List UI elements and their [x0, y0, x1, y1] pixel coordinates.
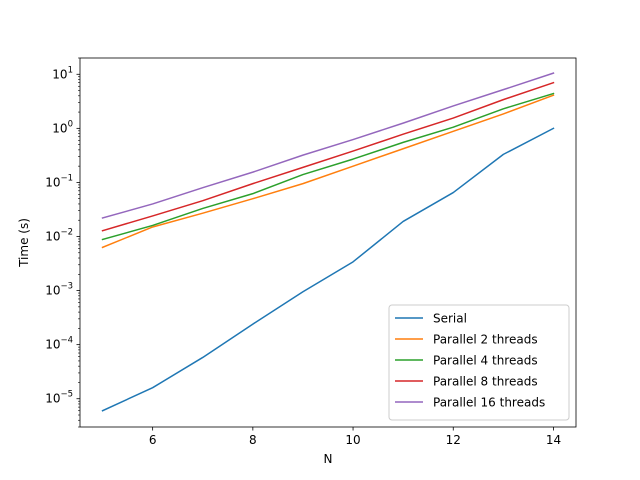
x-tick-label: 6: [149, 433, 157, 447]
series-line-3: [101, 81, 555, 232]
series-layer: [101, 72, 555, 412]
axes-frame: [79, 57, 577, 428]
legend-entry-label: Parallel 2 threads: [433, 333, 538, 347]
series-line-0: [101, 127, 555, 412]
series-line-2: [101, 92, 555, 241]
legend-box: [388, 304, 570, 421]
y-tick-label: 101: [52, 65, 73, 81]
legend: Serial Parallel 2 threads Parallel 4 threa…: [388, 304, 570, 421]
y-axis-ticks: 10−5 10−4 10−3 10−2 10−1 100 101: [45, 57, 80, 428]
legend-entry-label: Parallel 8 threads: [433, 375, 538, 389]
legend-entry-label: Parallel 16 threads: [433, 396, 545, 410]
x-tick-label: 12: [446, 433, 461, 447]
x-tick-label: 8: [249, 433, 257, 447]
y-axis-label: Time (s): [17, 218, 31, 268]
y-tick-label: 10−2: [45, 228, 73, 244]
y-tick-label: 100: [52, 119, 73, 135]
y-tick-label: 10−4: [45, 336, 73, 352]
x-axis-ticks: 6 8 10 12 14: [149, 427, 561, 447]
y-tick-label: 10−1: [45, 173, 73, 189]
legend-entry-label: Parallel 4 threads: [433, 354, 538, 368]
y-tick-label: 10−5: [45, 390, 73, 406]
y-tick-label: 10−3: [45, 282, 73, 298]
series-line-4: [101, 72, 555, 219]
x-axis-label: N: [324, 452, 333, 466]
x-tick-label: 14: [546, 433, 561, 447]
legend-entry-label: Serial: [433, 312, 467, 326]
series-line-1: [101, 94, 555, 249]
x-tick-label: 10: [345, 433, 360, 447]
